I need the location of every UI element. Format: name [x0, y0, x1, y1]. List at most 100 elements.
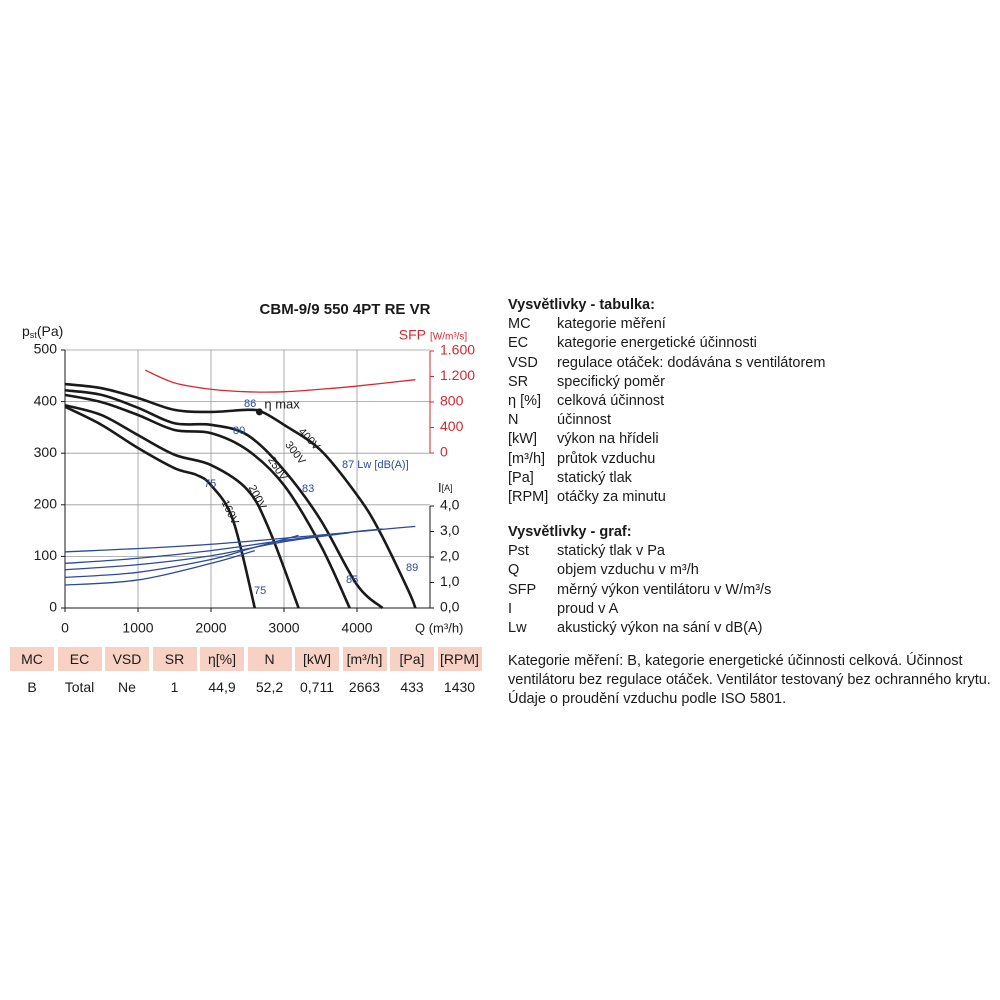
table-cell: 1430: [443, 679, 476, 695]
table-header-cell: [kW]: [295, 647, 339, 671]
efficiency-label: 75: [204, 478, 216, 490]
efficiency-label: 86: [244, 398, 256, 410]
series-line: [64, 403, 300, 609]
legend-key: I: [508, 600, 513, 617]
y-label-symbol: p: [22, 323, 30, 339]
table-cell: 44,9: [208, 679, 236, 695]
legend-row: VSD regulace otáček: dodávána s ventiláto…: [508, 354, 825, 373]
legend-title: Vysvětlivky - tabulka:: [508, 297, 655, 313]
y-axis-label: pst(Pa): [22, 323, 63, 341]
y2-tick-label: 0: [440, 444, 448, 460]
legend-desc: průtok vzduchu: [557, 450, 656, 467]
legend-desc: akustický výkon na sání v dB(A): [557, 620, 763, 637]
legend-key: [Pa]: [508, 469, 534, 486]
legend-row: [Pa] statický tlak: [508, 469, 825, 488]
legend-row: Pst statický tlak v Pa: [508, 542, 771, 561]
legend-desc: kategorie energetické účinnosti: [557, 335, 757, 352]
table-cell: Ne: [118, 679, 136, 695]
y3-symbol: I: [438, 480, 442, 495]
y2-label: SFP: [399, 327, 426, 343]
legend-key: Lw: [508, 620, 527, 637]
table-cell: 433: [400, 679, 424, 695]
legend-table: Vysvětlivky - tabulka: MC kategorie měření…: [508, 296, 825, 507]
y-tick-label: 100: [34, 547, 58, 563]
legend-title: Vysvětlivky - graf:: [508, 524, 632, 540]
series-line: [64, 528, 383, 565]
legend-desc: objem vzduchu v m³/h: [557, 562, 699, 579]
legend-desc: celková účinnost: [557, 393, 665, 410]
legend-row: η [%] celková účinnost: [508, 392, 825, 411]
series-line: [145, 369, 416, 393]
table-header-cell: [m³/h]: [342, 647, 387, 671]
spec-table: MC EC VSD SR η[%] N [kW] [m³/h] [Pa] [RPM] B Total N…: [10, 647, 482, 699]
note: Kategorie měření: B, kategorie energetic…: [508, 653, 991, 708]
x-axis-label: Q (m³/h): [415, 620, 463, 635]
x-tick-label: 3000: [268, 620, 299, 636]
legend-row: Lw akustický výkon na sání v dB(A): [508, 619, 771, 638]
table-header-cell: η[%]: [200, 647, 244, 671]
x-tick-label: 4000: [341, 620, 372, 636]
table-cell: Total: [64, 679, 95, 695]
efficiency-label: 85: [346, 574, 358, 586]
legend-desc: otáčky za minutu: [557, 489, 666, 506]
y-label-subscript: st: [30, 330, 38, 340]
legend-key: VSD: [508, 354, 538, 371]
legend-desc: statický tlak: [557, 469, 632, 486]
legend-key: EC: [508, 335, 529, 352]
legend-key: SFP: [508, 581, 537, 598]
table-header-cell: [RPM]: [437, 647, 482, 671]
y3-tick-label: 3,0: [440, 522, 460, 538]
legend-row: [kW] výkon na hřídeli: [508, 430, 825, 449]
series-line: [64, 388, 384, 610]
legend-key: [kW]: [508, 431, 537, 448]
eta-max-point: [255, 408, 263, 416]
legend-row: SFP měrný výkon ventilátoru v W/m³/s: [508, 581, 771, 600]
legend-desc: účinnost: [557, 412, 612, 429]
y-tick-label: 500: [34, 341, 58, 357]
efficiency-label: 89: [406, 562, 418, 574]
legend-key: SR: [508, 373, 529, 390]
x-tick-label: 0: [61, 620, 69, 636]
y3-tick-label: 1,0: [440, 573, 460, 589]
curve-label: 160V: [219, 498, 241, 527]
eta-max-label: η max: [264, 396, 300, 411]
chart-title: CBM-9/9 550 4PT RE VR: [260, 301, 431, 318]
y3-tick-label: 2,0: [440, 548, 460, 564]
legend-row: EC kategorie energetické účinnosti: [508, 334, 825, 353]
legend-desc: proud v A: [557, 600, 619, 617]
y2-tick-label: 400: [440, 418, 464, 434]
y3-label: I[A]: [438, 480, 453, 495]
series-line: [64, 405, 257, 609]
legend-desc: regulace otáček: dodávána s ventilátorem: [557, 354, 826, 371]
y2-tick-label: 800: [440, 393, 464, 409]
table-cell: 1: [170, 679, 179, 695]
y3-tick-label: 4,0: [440, 497, 460, 513]
legend-desc: kategorie měření: [557, 316, 666, 333]
efficiency-label: 80: [233, 425, 245, 437]
legend-desc: výkon na hřídeli: [557, 431, 659, 448]
legend-row: [m³/h] průtok vzduchu: [508, 450, 825, 469]
efficiency-label: 83: [302, 483, 314, 495]
y-tick-label: 200: [34, 496, 58, 512]
legend-key: Q: [508, 562, 520, 579]
y2-tick-label: 1.200: [440, 367, 475, 383]
y3-tick-label: 0,0: [440, 599, 460, 615]
table-header-cell: [Pa]: [390, 647, 434, 671]
legend-row: MC kategorie měření: [508, 315, 825, 334]
table-header-cell: VSD: [105, 647, 149, 671]
x-tick-label: 1000: [122, 620, 153, 636]
legend-key: N: [508, 412, 519, 429]
x-tick-label: 2000: [195, 620, 226, 636]
legend-desc: měrný výkon ventilátoru v W/m³/s: [557, 581, 772, 598]
table-header-cell: EC: [57, 647, 102, 671]
table-header-cell: SR: [152, 647, 197, 671]
series-line: [64, 532, 350, 571]
efficiency-label: 75: [254, 585, 266, 597]
y3-unit: [A]: [442, 483, 453, 493]
chart: CBM-9/9 550 4PT RE VR pst(Pa) SFP [W/m³/…: [22, 301, 475, 636]
legend-key: [RPM]: [508, 489, 549, 506]
